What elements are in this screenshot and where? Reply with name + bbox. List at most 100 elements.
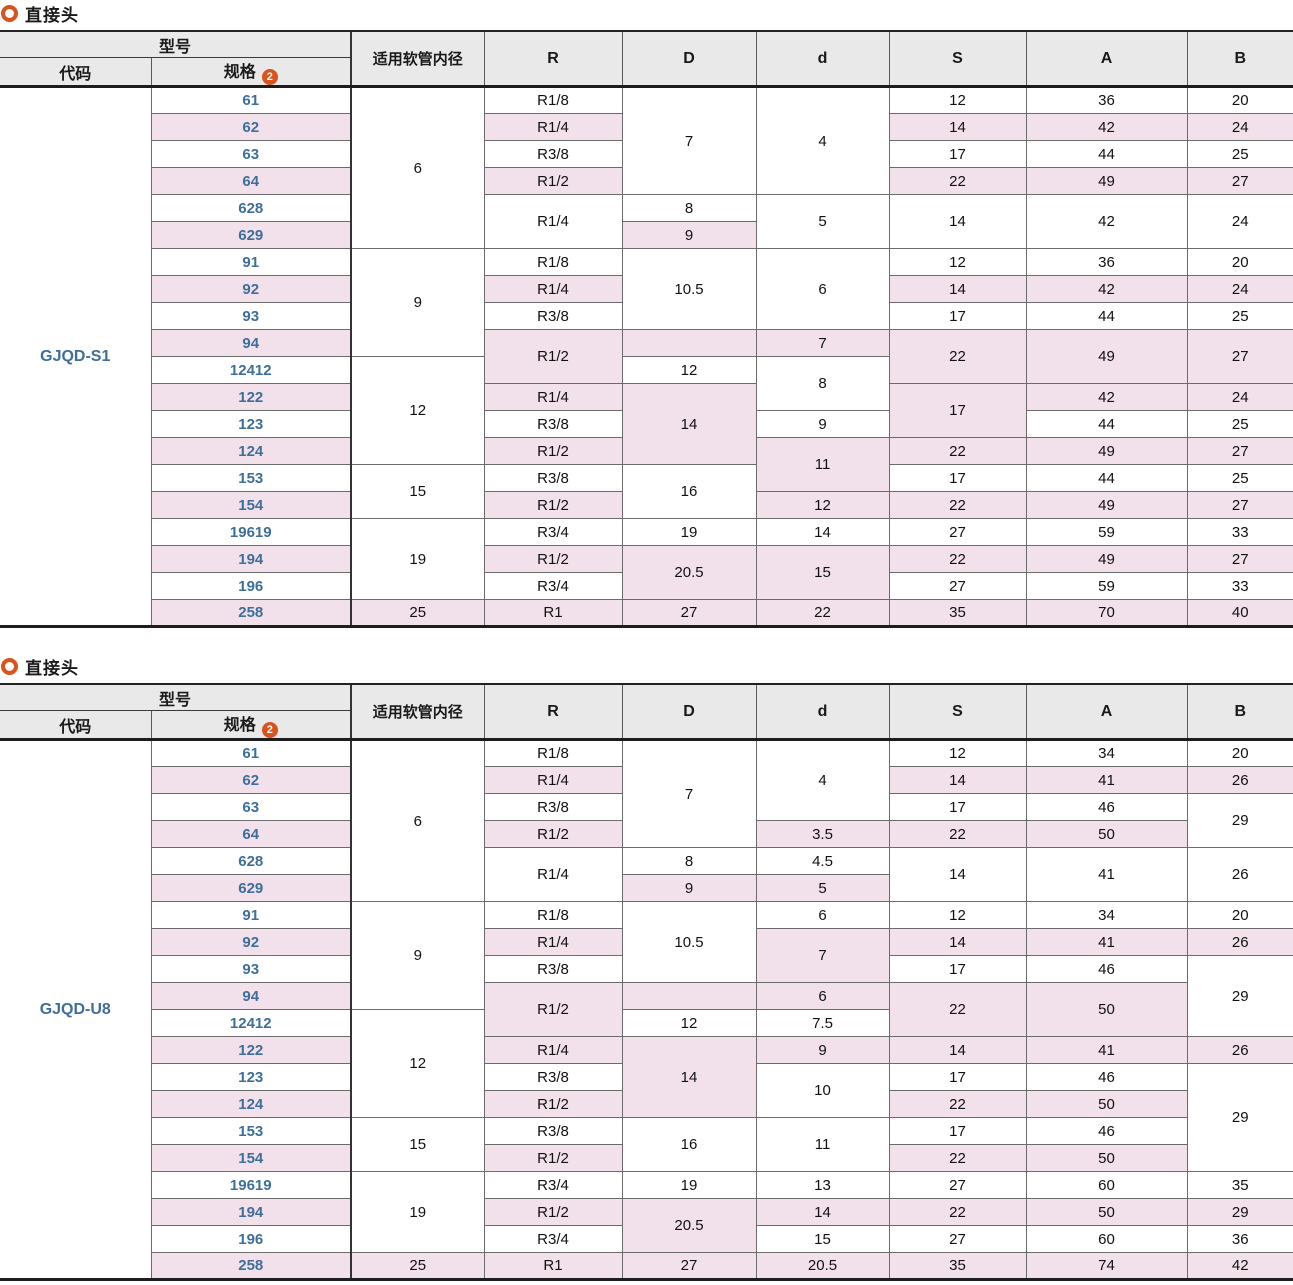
cell-d: 7 <box>755 928 890 983</box>
cell-R: R1 <box>483 599 623 628</box>
spec-number[interactable]: 123 <box>150 1063 352 1091</box>
cell-B: 36 <box>1186 1225 1293 1253</box>
spec-number[interactable]: 19619 <box>150 518 352 546</box>
cell-B: 25 <box>1186 410 1293 438</box>
spec-note-badge-icon: 2 <box>261 69 278 85</box>
spec-number[interactable]: 92 <box>150 275 352 303</box>
spec-number[interactable]: 153 <box>150 1117 352 1145</box>
spec-number[interactable]: 92 <box>150 928 352 956</box>
cell-D: 12 <box>621 356 757 384</box>
spec-number[interactable]: 62 <box>150 766 352 794</box>
header-R: R <box>483 30 623 88</box>
cell-A: 49 <box>1025 437 1188 465</box>
cell-S: 22 <box>888 491 1027 519</box>
cell-R: R1/8 <box>483 739 623 767</box>
spec-number[interactable]: 91 <box>150 901 352 929</box>
spec-number[interactable]: 196 <box>150 1225 352 1253</box>
spec-number[interactable]: 123 <box>150 410 352 438</box>
spec-number[interactable]: 64 <box>150 820 352 848</box>
table-row: 19619 19 R3/4 19 13 27 60 35 <box>0 1171 1293 1253</box>
spec-number[interactable]: 122 <box>150 1036 352 1064</box>
spec-number[interactable]: 64 <box>150 167 352 195</box>
header-spec-label: 规格 <box>223 717 256 734</box>
cell-A: 50 <box>1025 982 1188 1037</box>
spec-number[interactable]: 12412 <box>150 356 352 384</box>
cell-B: 25 <box>1186 464 1293 492</box>
table-row: 12412 12 12 7.5 <box>0 1009 1293 1118</box>
spec-number[interactable]: 196 <box>150 572 352 600</box>
spec-number[interactable]: 154 <box>150 1144 352 1172</box>
cell-A: 41 <box>1025 766 1188 794</box>
cell-bore: 15 <box>350 1117 485 1172</box>
cell-D: 10.5 <box>621 248 757 330</box>
spec-number[interactable]: 629 <box>150 874 352 902</box>
spec-number[interactable]: 61 <box>150 86 352 114</box>
table-row: 123 R3/8 9 44 25 <box>0 410 1293 438</box>
header-hose-inner-diameter: 适用软管内径 <box>350 30 485 88</box>
spec-number[interactable]: 194 <box>150 545 352 573</box>
cell-B: 25 <box>1186 140 1293 168</box>
cell-D: 14 <box>621 1036 757 1118</box>
spec-number[interactable]: 124 <box>150 1090 352 1118</box>
cell-R: R3/8 <box>483 955 623 983</box>
cell-R: R1 <box>483 1252 623 1281</box>
spec-number[interactable]: 629 <box>150 221 352 249</box>
cell-S: 22 <box>888 329 1027 384</box>
spec-number[interactable]: 12412 <box>150 1009 352 1037</box>
cell-A: 41 <box>1025 847 1188 902</box>
table-row: 153 15 R3/8 16 17 44 25 <box>0 464 1293 519</box>
cell-D: 20.5 <box>621 1198 757 1253</box>
cell-d: 3.5 <box>755 820 890 848</box>
cell-B: 26 <box>1186 847 1293 902</box>
spec-number[interactable]: 63 <box>150 793 352 821</box>
cell-d: 4 <box>755 739 890 821</box>
cell-A: 42 <box>1025 194 1188 249</box>
spec-number[interactable]: 258 <box>150 1252 352 1281</box>
spec-number[interactable]: 19619 <box>150 1171 352 1199</box>
cell-D: 8 <box>621 847 757 875</box>
cell-S: 27 <box>888 518 1027 546</box>
spec-number[interactable]: 124 <box>150 437 352 465</box>
table-row: 258 25 R1 27 20.5 35 74 42 <box>0 1252 1293 1281</box>
cell-A: 50 <box>1025 820 1188 848</box>
cell-S: 17 <box>888 1063 1027 1091</box>
cell-B: 42 <box>1186 1252 1293 1281</box>
spec-number[interactable]: 628 <box>150 847 352 875</box>
spec-number[interactable]: 258 <box>150 599 352 628</box>
cell-A: 49 <box>1025 491 1188 519</box>
spec-number[interactable]: 93 <box>150 955 352 983</box>
cell-d: 8 <box>755 356 890 411</box>
cell-bore: 12 <box>350 1009 485 1118</box>
section-bullet-icon <box>1 657 18 675</box>
cell-d: 22 <box>755 599 890 628</box>
cell-B: 20 <box>1186 739 1293 767</box>
table-row: 19619 19 R3/4 19 14 27 59 33 <box>0 518 1293 600</box>
spec-number[interactable]: 62 <box>150 113 352 141</box>
spec-number[interactable]: 91 <box>150 248 352 276</box>
spec-number[interactable]: 628 <box>150 194 352 222</box>
cell-d: 6 <box>755 901 890 929</box>
table-row: 94 R1/2 6 22 50 <box>0 982 1293 1037</box>
header-spec: 规格 2 <box>150 57 352 88</box>
cell-S: 22 <box>888 820 1027 848</box>
cell-D: 12 <box>621 1009 757 1037</box>
cell-S: 22 <box>888 167 1027 195</box>
cell-A: 34 <box>1025 901 1188 929</box>
cell-R: R1/2 <box>483 1198 623 1226</box>
table-row: 628 R1/4 8 4.5 14 41 26 <box>0 847 1293 902</box>
spec-number[interactable]: 153 <box>150 464 352 492</box>
header-A: A <box>1025 683 1188 741</box>
spec-number[interactable]: 61 <box>150 739 352 767</box>
spec-number[interactable]: 154 <box>150 491 352 519</box>
spec-number[interactable]: 194 <box>150 1198 352 1226</box>
cell-S: 22 <box>888 1090 1027 1118</box>
spec-number[interactable]: 94 <box>150 329 352 357</box>
spec-number[interactable]: 93 <box>150 302 352 330</box>
header-code: 代码 <box>0 710 152 741</box>
cell-B: 24 <box>1186 383 1293 411</box>
spec-number[interactable]: 63 <box>150 140 352 168</box>
spec-number[interactable]: 94 <box>150 982 352 1010</box>
spec-number[interactable]: 122 <box>150 383 352 411</box>
header-R: R <box>483 683 623 741</box>
table-row: 196 R3/4 27 59 33 <box>0 572 1293 600</box>
